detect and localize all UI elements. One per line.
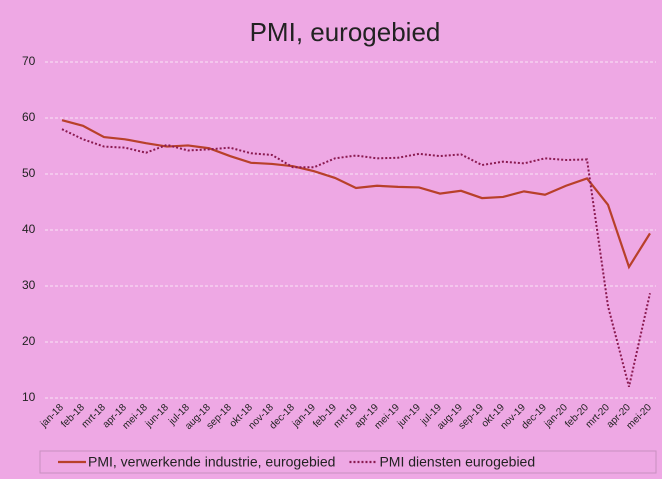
- y-tick-label: 60: [22, 110, 36, 124]
- legend-label: PMI, verwerkende industrie, eurogebied: [88, 454, 335, 470]
- series-line: [61, 119, 651, 270]
- y-tick-label: 10: [22, 390, 36, 404]
- chart-title: PMI, eurogebied: [250, 17, 441, 47]
- y-tick-label: 50: [22, 166, 36, 180]
- legend-box: [39, 450, 657, 474]
- y-tick-label: 70: [22, 54, 36, 68]
- y-tick-label: 30: [22, 278, 36, 292]
- legend-label: PMI diensten eurogebied: [379, 454, 535, 470]
- y-tick-label: 20: [22, 334, 36, 348]
- y-tick-label: 40: [22, 222, 36, 236]
